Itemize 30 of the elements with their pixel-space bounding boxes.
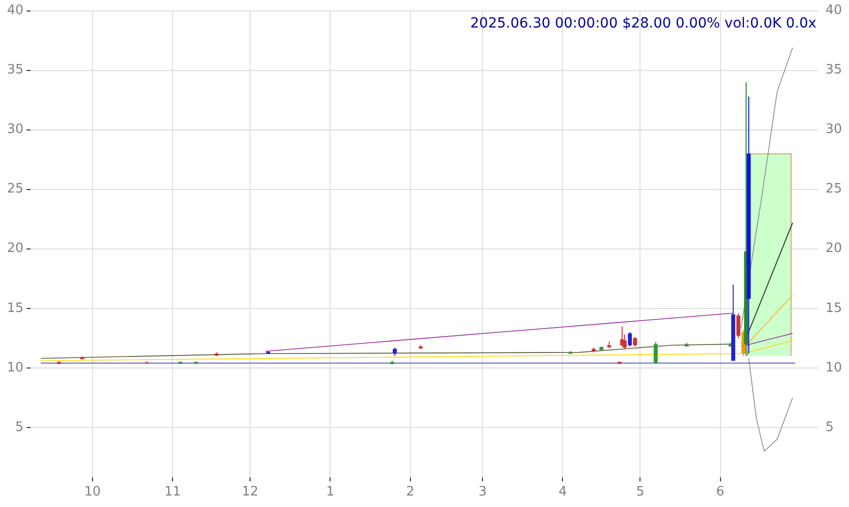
candlestick <box>654 341 658 364</box>
y-tick-label: 10 <box>6 360 24 376</box>
y2-tick-label: 35 <box>825 62 842 78</box>
y2-tick-label: 20 <box>825 241 842 256</box>
x-tick-label: 3 <box>478 484 487 500</box>
x-tick-label: 11 <box>164 484 181 500</box>
candlestick <box>628 332 632 347</box>
candlestick <box>633 336 638 347</box>
x-tick-label: 10 <box>84 484 101 500</box>
y-tick-label: 20 <box>6 241 24 256</box>
x-tick-label: 5 <box>636 484 644 500</box>
x-tick-label: 6 <box>716 484 724 500</box>
y-tick-label: 5 <box>15 420 24 435</box>
y-tick-label: 30 <box>6 122 24 138</box>
y2-tick-label: 40 <box>825 3 842 18</box>
y-tick-label: 15 <box>6 300 24 316</box>
chart-title: 2025.06.30 00:00:00 $28.00 0.00% vol:0.0K 0.0x <box>470 15 816 32</box>
y-tick-label: 40 <box>6 3 24 18</box>
y2-tick-label: 10 <box>825 360 842 376</box>
y2-tick-label: 15 <box>825 300 842 316</box>
y-tick-label: 35 <box>6 62 24 78</box>
y-tick-label: 25 <box>6 182 24 197</box>
y2-tick-label: 30 <box>825 122 842 138</box>
y2-tick-label: 25 <box>825 182 842 197</box>
y2-tick-label: 5 <box>825 420 834 435</box>
candlestick <box>736 312 740 339</box>
x-tick-label: 2 <box>406 484 414 500</box>
x-tick-label: 1 <box>326 484 334 500</box>
x-tick-label: 4 <box>558 484 567 500</box>
x-tick-label: 12 <box>242 484 258 500</box>
